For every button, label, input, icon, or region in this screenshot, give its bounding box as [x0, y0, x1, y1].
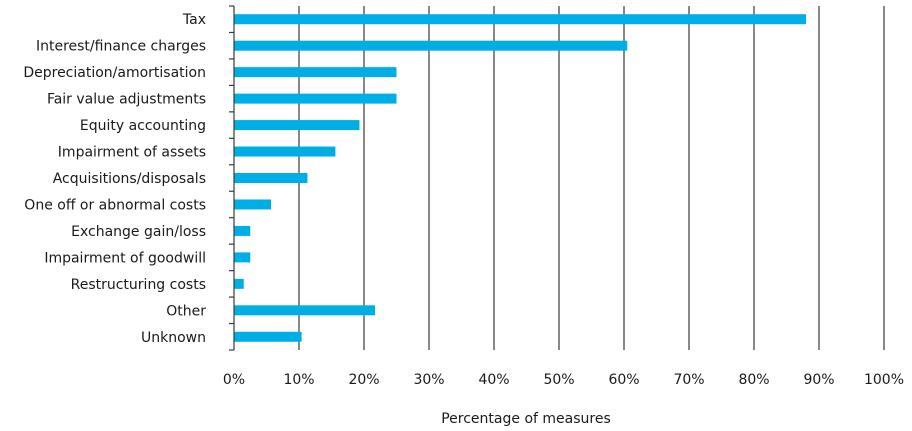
bar: [234, 331, 302, 342]
bar: [234, 14, 806, 25]
x-tick-label: 100%: [864, 372, 904, 388]
bar: [234, 120, 360, 131]
category-labels: Tax Interest/finance charges Depreciation/…: [23, 12, 206, 346]
x-tick-label: 80%: [738, 372, 769, 388]
category-label: Tax: [182, 12, 206, 28]
category-label: Impairment of goodwill: [44, 250, 206, 266]
bar: [234, 252, 251, 263]
bar: [234, 305, 376, 316]
bar: [234, 199, 272, 210]
category-label: Other: [166, 303, 206, 319]
bar: [234, 40, 628, 51]
x-tick-label: 0%: [223, 372, 245, 388]
category-label: Fair value adjustments: [47, 92, 206, 108]
category-label: Depreciation/amortisation: [23, 65, 206, 81]
bars: [234, 14, 806, 342]
bar: [234, 225, 251, 236]
x-tick-label: 60%: [608, 372, 639, 388]
x-tick-label: 30%: [413, 372, 444, 388]
y-axis: [229, 5, 235, 351]
category-label: One off or abnormal costs: [24, 197, 206, 213]
bar: [234, 67, 397, 78]
gridlines: [298, 6, 885, 350]
x-tick-label: 40%: [478, 372, 509, 388]
category-label: Unknown: [141, 330, 206, 346]
bar: [234, 93, 397, 104]
bar: [234, 173, 308, 183]
category-label: Equity accounting: [80, 118, 206, 134]
bar: [234, 278, 244, 289]
x-tick-label: 50%: [543, 372, 574, 388]
x-tick-label: 90%: [803, 372, 834, 388]
category-label: Impairment of assets: [58, 145, 206, 161]
category-label: Exchange gain/loss: [71, 224, 206, 240]
x-tick-labels: 0% 10% 20% 30% 40% 50% 60% 70% 80% 90% 100%: [223, 372, 904, 388]
x-tick-label: 10%: [283, 372, 314, 388]
category-label: Restructuring costs: [71, 277, 206, 293]
x-tick-label: 20%: [348, 372, 379, 388]
category-label: Interest/finance charges: [36, 39, 206, 55]
bar: [234, 146, 336, 157]
x-axis-title: Percentage of measures: [441, 411, 611, 427]
category-label: Acquisitions/disposals: [53, 171, 206, 187]
x-tick-label: 70%: [673, 372, 704, 388]
